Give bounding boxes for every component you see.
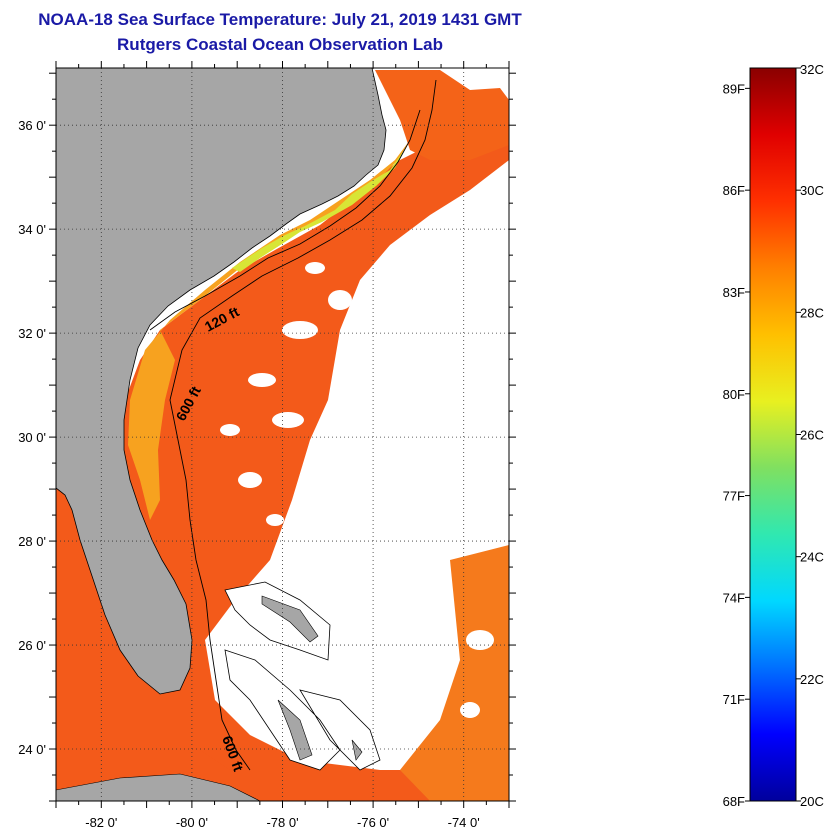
sst-nearshore-cool: [232, 150, 404, 272]
map-content: [56, 68, 509, 801]
celsius-label: 22C: [800, 672, 824, 687]
colorbar-fahrenheit-labels: 89F 86F 83F 80F 77F 74F 71F 68F: [723, 81, 750, 809]
lat-tick-label: 28 0': [18, 534, 46, 549]
lat-tick-label: 34 0': [18, 222, 46, 237]
latitude-axis: 36 0' 34 0' 32 0' 30 0' 28 0' 26 0' 24 0': [18, 72, 516, 802]
fahrenheit-label: 83F: [723, 285, 745, 300]
lon-tick-label: -76 0': [357, 815, 389, 830]
bahamas-islands: [261, 595, 363, 761]
longitude-axis: -82 0' -80 0' -78 0' -76 0' -74 0': [55, 61, 510, 830]
fahrenheit-label: 68F: [723, 794, 745, 809]
celsius-label: 20C: [800, 794, 824, 809]
colorbar-celsius-labels: 32C 30C 28C 26C 24C 22C 20C: [796, 62, 824, 809]
lat-tick-label: 24 0': [18, 742, 46, 757]
contour-600ft-south: [169, 399, 251, 771]
lon-tick-label: -78 0': [266, 815, 298, 830]
sst-northeast-patch: [375, 70, 509, 160]
sst-southeast-patch: [400, 545, 509, 801]
lon-tick-label: -82 0': [85, 815, 117, 830]
lat-tick-label: 26 0': [18, 638, 46, 653]
map-title: NOAA-18 Sea Surface Temperature: July 21…: [38, 10, 522, 29]
colorbar: 89F 86F 83F 80F 77F 74F 71F 68F 32C 30C 28C 26C 24C…: [723, 62, 824, 809]
celsius-label: 26C: [800, 428, 824, 443]
cloud-patches: [220, 262, 494, 718]
fahrenheit-label: 77F: [723, 489, 745, 504]
contour-120ft: [149, 109, 421, 331]
celsius-label: 32C: [800, 62, 824, 77]
lat-tick-label: 30 0': [18, 430, 46, 445]
fahrenheit-label: 74F: [723, 590, 745, 605]
us-mainland: [56, 68, 387, 695]
contour-600ft: [169, 79, 437, 401]
celsius-label: 24C: [800, 550, 824, 565]
lon-tick-label: -80 0': [176, 815, 208, 830]
celsius-label: 28C: [800, 305, 824, 320]
lat-tick-label: 36 0': [18, 118, 46, 133]
sst-shelf-band: [128, 140, 410, 520]
cuba: [56, 773, 261, 801]
celsius-label: 30C: [800, 183, 824, 198]
fahrenheit-label: 86F: [723, 183, 745, 198]
map-subtitle: Rutgers Coastal Ocean Observation Lab: [117, 35, 443, 54]
fahrenheit-label: 71F: [723, 692, 745, 707]
lat-tick-label: 32 0': [18, 326, 46, 341]
bahamas-banks: [224, 581, 381, 771]
fahrenheit-label: 80F: [723, 387, 745, 402]
lon-tick-label: -74 0': [448, 815, 480, 830]
colorbar-gradient: [749, 67, 797, 802]
fahrenheit-label: 89F: [723, 81, 745, 96]
